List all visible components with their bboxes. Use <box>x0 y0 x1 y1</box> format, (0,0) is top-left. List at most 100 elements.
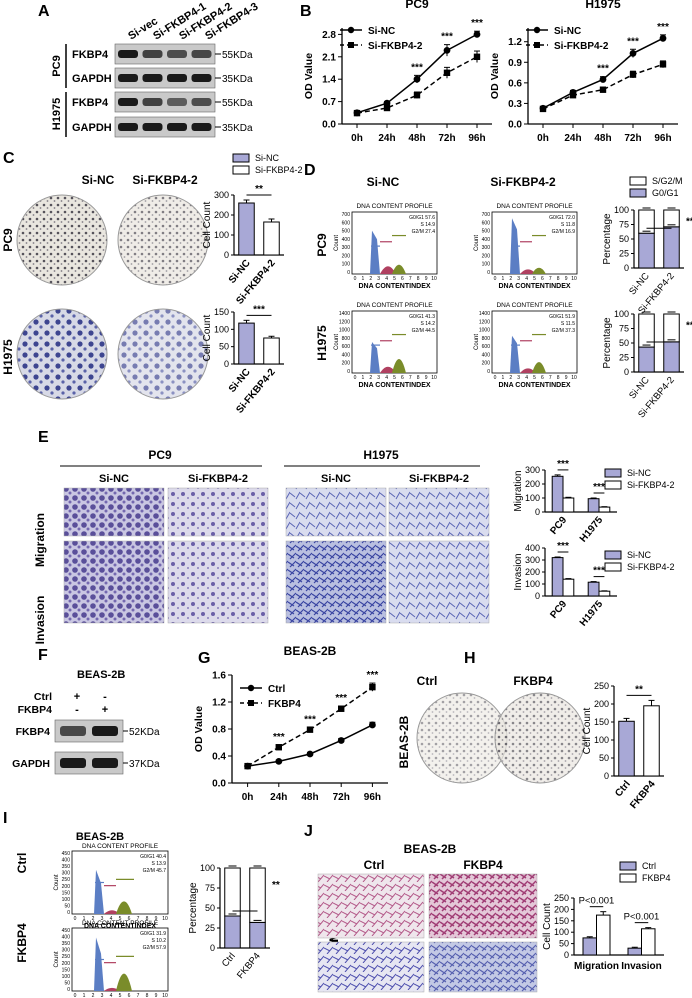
profile-x-label: DNA CONTENTINDEX <box>84 923 156 930</box>
blot-band <box>60 758 86 768</box>
y-tick-label: 200 <box>525 479 540 489</box>
profile-x-tick: 7 <box>549 276 552 282</box>
y-tick-label: 1.6 <box>212 671 226 682</box>
data-point <box>473 31 481 38</box>
bar <box>263 337 280 365</box>
profile-x-tick: 8 <box>417 375 420 381</box>
colony-plate <box>16 308 108 400</box>
legend-marker <box>248 700 254 706</box>
profile-title: DNA CONTENT PROFILE <box>356 302 433 309</box>
y-axis-label: Invasion <box>513 553 524 590</box>
blot-title: BEAS-2B <box>77 669 125 681</box>
profile-stat: G2/M 44.5 <box>412 328 436 334</box>
column-header: Si-FKBP4-2 <box>490 175 556 189</box>
profile-x-label: DNA CONTENTINDEX <box>498 283 570 290</box>
data-point <box>473 53 481 60</box>
bar-sg2m <box>638 209 655 234</box>
y-tick-label: 0.3 <box>508 99 522 110</box>
column-header: Si-NC <box>321 473 351 485</box>
y-tick-label: 50 <box>619 234 629 244</box>
legend-label: Si-FKBP4-2 <box>554 41 609 52</box>
column-header: Si-FKBP4-2 <box>409 473 469 485</box>
profile-y-tick: 300 <box>482 245 491 251</box>
profile-stat: S 14.2 <box>421 321 436 327</box>
profile-stat: S 10.2 <box>152 938 167 944</box>
y-axis-label: Cell Count <box>542 903 553 950</box>
profile-x-tick: 10 <box>431 375 437 381</box>
x-tick-label: 48h <box>301 792 318 803</box>
bar <box>643 705 660 777</box>
profile-stat: G0/G1 41.3 <box>409 314 435 320</box>
x-tick-label: H1975 <box>578 515 606 545</box>
blot-row-label: FKBP4 <box>72 49 109 61</box>
x-tick-label: 96h <box>364 792 381 803</box>
condition-label: FKBP4 <box>18 704 53 716</box>
marker-label: 37KDa <box>129 759 160 770</box>
y-tick-label: 50 <box>219 342 229 352</box>
significance-label: *** <box>593 482 605 493</box>
profile-y-tick: 350 <box>62 864 71 870</box>
y-tick-label: 0 <box>624 367 629 377</box>
profile-y-tick: 200 <box>342 253 351 259</box>
legend-c-label: Si-FKBP4-2 <box>255 165 303 175</box>
legend-j-swatch <box>619 873 637 883</box>
transwell-image <box>167 540 269 624</box>
profile-stat: G0/G1 72.0 <box>549 215 575 221</box>
bar <box>618 720 635 777</box>
profile-y-tick: 300 <box>62 948 71 954</box>
legend-label: Ctrl <box>268 684 285 695</box>
g0g1-peak <box>94 937 104 991</box>
profile-frame <box>351 211 438 275</box>
legend-marker <box>534 42 540 48</box>
profile-y-tick: 600 <box>482 344 491 350</box>
x-tick-label: FKBP4 <box>628 779 658 812</box>
y-tick-label: 2.8 <box>322 30 336 41</box>
profile-y-tick: 100 <box>62 897 71 903</box>
y-tick-label: 150 <box>594 717 609 727</box>
bar <box>641 928 656 956</box>
blot-row-label: GAPDH <box>72 122 112 134</box>
profile-x-tick: 6 <box>401 276 404 282</box>
y-tick-label: 0.0 <box>322 120 336 131</box>
profile-x-tick: 9 <box>425 276 428 282</box>
profile-x-tick: 4 <box>110 993 113 998</box>
bar <box>238 202 255 256</box>
cell-line-label: H1975 <box>51 98 63 130</box>
profile-x-tick: 5 <box>119 993 122 998</box>
y-tick-label: 400 <box>525 543 540 553</box>
x-tick-label: 0h <box>351 133 363 144</box>
transwell-image <box>428 873 538 939</box>
blot-band <box>167 98 187 106</box>
group-header: H1975 <box>363 448 399 462</box>
significance-label: ** <box>255 184 263 195</box>
condition-label: Ctrl <box>34 691 52 703</box>
row-label: FKBP4 <box>15 923 29 963</box>
bar <box>627 947 642 956</box>
data-point <box>369 721 376 729</box>
significance-label: *** <box>597 64 609 75</box>
y-tick-label: 250 <box>554 893 569 903</box>
blot-band <box>142 98 163 106</box>
bar-sg2m <box>224 867 241 917</box>
profile-x-tick: 0 <box>74 916 77 922</box>
bar-g0g1 <box>663 341 680 373</box>
legend-label: FKBP4 <box>268 699 301 710</box>
profile-y-tick: 700 <box>482 212 491 218</box>
profile-y-tick: 1200 <box>339 319 350 325</box>
chart-title: PC9 <box>405 0 429 11</box>
profile-x-tick: 9 <box>425 375 428 381</box>
profile-stat: G0/G1 51.9 <box>549 314 575 320</box>
profile-frame <box>491 310 578 374</box>
panel-letter-e: E <box>38 429 49 446</box>
blot-band <box>92 758 118 768</box>
x-tick-label: PC9 <box>548 599 569 621</box>
profile-y-tick: 100 <box>482 262 491 268</box>
profile-y-tick: 250 <box>62 954 71 960</box>
profile-y-tick: 100 <box>62 974 71 980</box>
y-tick-label: 0.8 <box>212 725 226 736</box>
row-label: H1975 <box>315 325 329 361</box>
g2m-peak <box>532 362 546 373</box>
y-tick-label: 0 <box>535 591 540 601</box>
profile-x-tick: 8 <box>557 276 560 282</box>
profile-y-tick: 50 <box>64 903 70 909</box>
